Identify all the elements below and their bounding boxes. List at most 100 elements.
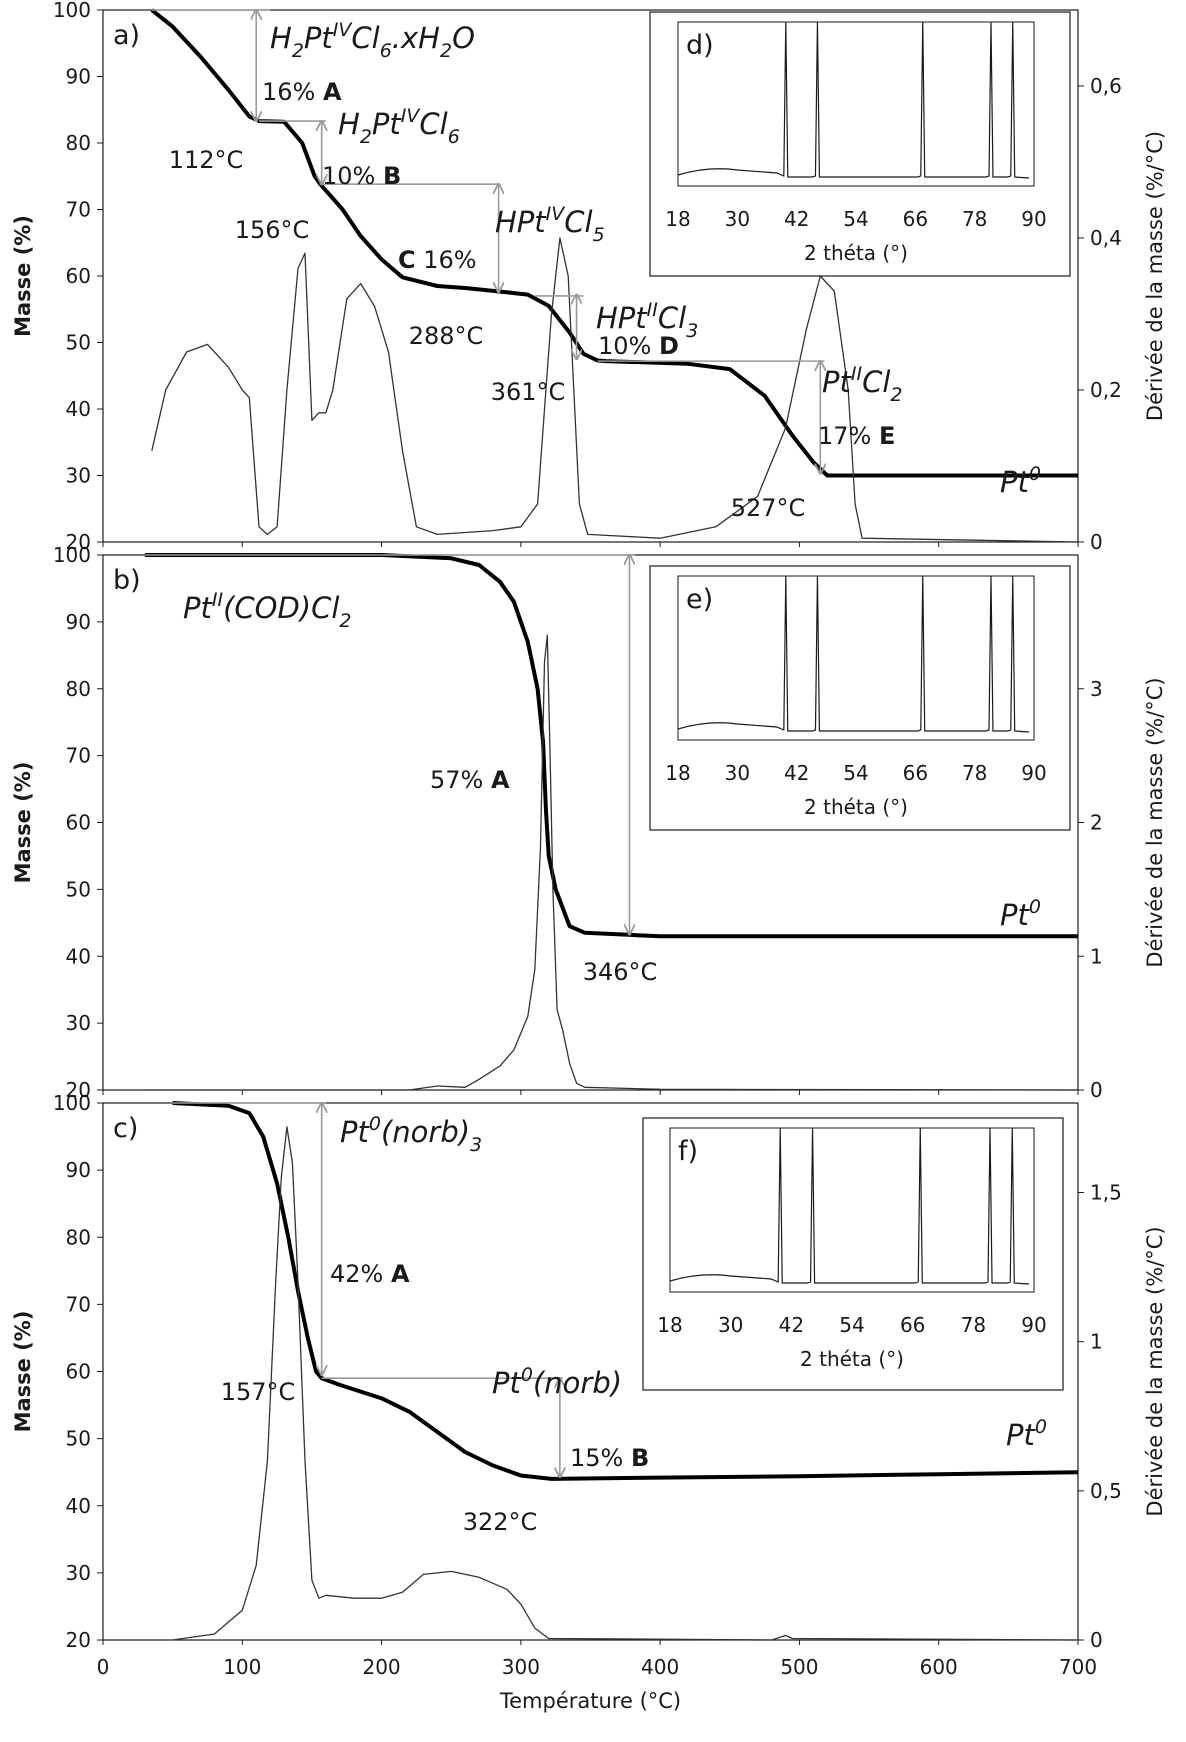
y2-tick-label: 0 <box>1090 1628 1103 1652</box>
y2-tick-label: 2 <box>1090 811 1103 835</box>
inset-panel-label: e) <box>686 584 713 615</box>
x-tick-label: 300 <box>502 1655 540 1679</box>
y-tick-label: 80 <box>66 131 91 155</box>
y-tick-label: 70 <box>66 1292 91 1316</box>
y-tick-label: 20 <box>66 530 91 554</box>
species-part: 2 <box>440 40 452 62</box>
species-part: 0 <box>521 1364 533 1386</box>
species-label: HPtIVCl5 <box>495 203 605 246</box>
inset-x-tick-label: 42 <box>779 1313 804 1337</box>
y2-tick-label: 1 <box>1090 944 1103 968</box>
species-part: HPt <box>596 301 648 335</box>
y-axis-label: Masse (%) <box>11 215 35 337</box>
step-letter: A <box>323 78 342 106</box>
inset-plot-area <box>677 575 1035 741</box>
y-tick-label: 80 <box>66 1225 91 1249</box>
species-part: IV <box>333 19 354 41</box>
x-axis-label: Température (°C) <box>499 1689 681 1713</box>
step-pct: 17% <box>818 422 879 450</box>
species-part: IV <box>546 203 567 225</box>
species-part: (norb) <box>381 1115 470 1149</box>
inset-plot-area <box>677 21 1035 187</box>
step-annotation: 10% D <box>598 332 679 360</box>
species-part: .xH <box>392 21 440 55</box>
inset-x-tick-label: 90 <box>1021 207 1046 231</box>
y2-tick-label: 0,2 <box>1090 378 1122 402</box>
species-part: II <box>851 363 863 385</box>
species-part: (COD)Cl <box>223 591 339 625</box>
step-letter: D <box>659 332 679 360</box>
temperature-label: 112°C <box>169 146 244 174</box>
y-tick-label: 70 <box>66 744 91 768</box>
species-part: Pt <box>340 1115 370 1149</box>
x-tick-label: 200 <box>362 1655 400 1679</box>
inset-x-tick-label: 18 <box>665 207 690 231</box>
species-part: II <box>212 589 224 611</box>
step-pct: 57% <box>430 766 491 794</box>
inset-x-tick-label: 90 <box>1021 1313 1046 1337</box>
step-letter: A <box>491 766 510 794</box>
inset-x-tick-label: 66 <box>903 207 928 231</box>
inset-x-tick-label: 30 <box>718 1313 743 1337</box>
species-part: (norb) <box>533 1366 622 1400</box>
temperature-label: 361°C <box>491 378 566 406</box>
y-tick-label: 40 <box>66 1494 91 1518</box>
x-tick-label: 400 <box>641 1655 679 1679</box>
xrd-pattern <box>677 575 1030 733</box>
xrd-inset: 18 30 42 54 66 78 90 2 théta (°) e) <box>649 565 1071 831</box>
x-tick-label: 500 <box>780 1655 818 1679</box>
inset-x-tick-label: 78 <box>961 1313 986 1337</box>
step-annotation: 10% B <box>322 162 401 190</box>
step-letter: B <box>631 1444 649 1472</box>
inset-x-tick-label: 42 <box>784 207 809 231</box>
y-tick-label: 60 <box>66 1360 91 1384</box>
species-part: 0 <box>1035 1416 1047 1438</box>
y-tick-label: 40 <box>66 944 91 968</box>
derivative-curve <box>144 634 1079 1091</box>
y-tick-label: 60 <box>66 811 91 835</box>
xrd-pattern <box>677 21 1030 179</box>
inset-x-axis-label: 2 théta (°) <box>804 241 908 265</box>
species-label: H2PtIVCl6.xH2O <box>270 19 475 62</box>
step-pct: 15% <box>570 1444 631 1472</box>
y-tick-label: 60 <box>66 264 91 288</box>
inset-frame <box>649 11 1071 277</box>
species-part: H <box>338 107 360 141</box>
y2-tick-label: 0,6 <box>1090 74 1122 98</box>
y2-tick-label: 0,5 <box>1090 1479 1122 1503</box>
species-part: 0 <box>1029 896 1041 918</box>
species-part: Pt <box>1000 465 1030 499</box>
y-tick-label: 20 <box>66 1078 91 1102</box>
step-annotation: 15% B <box>570 1444 649 1472</box>
species-label: Pt0 <box>1000 896 1041 932</box>
species-part: HPt <box>495 205 547 239</box>
panel-label: c) <box>113 1113 138 1144</box>
y-tick-label: 90 <box>66 65 91 89</box>
inset-x-tick-label: 90 <box>1021 761 1046 785</box>
step-annotation: 17% E <box>818 422 895 450</box>
species-label: PtIICl2 <box>822 363 902 406</box>
panel-label: b) <box>113 565 141 596</box>
y-tick-label: 70 <box>66 198 91 222</box>
species-part: O <box>452 21 475 55</box>
species-part: H <box>270 21 292 55</box>
inset-x-tick-label: 30 <box>725 761 750 785</box>
species-part: 2 <box>292 40 304 62</box>
species-part: 2 <box>360 126 372 148</box>
y2-tick-label: 3 <box>1090 677 1103 701</box>
species-part: Pt <box>304 21 334 55</box>
species-part: 6 <box>380 40 392 62</box>
temperature-label: 527°C <box>731 494 806 522</box>
y-axis-label: Masse (%) <box>11 762 35 884</box>
y2-tick-label: 1 <box>1090 1330 1103 1354</box>
inset-panel-label: f) <box>678 1136 698 1167</box>
species-part: Cl <box>419 107 447 141</box>
inset-x-tick-label: 78 <box>962 207 987 231</box>
step-pct: 10% <box>322 162 383 190</box>
inset-x-tick-label: 66 <box>903 761 928 785</box>
temperature-label: 157°C <box>221 1378 296 1406</box>
species-label: PtII(COD)Cl2 <box>183 589 352 632</box>
y2-axis-label: Dérivée de la masse (%/°C) <box>1143 677 1167 967</box>
inset-x-tick-label: 42 <box>784 761 809 785</box>
